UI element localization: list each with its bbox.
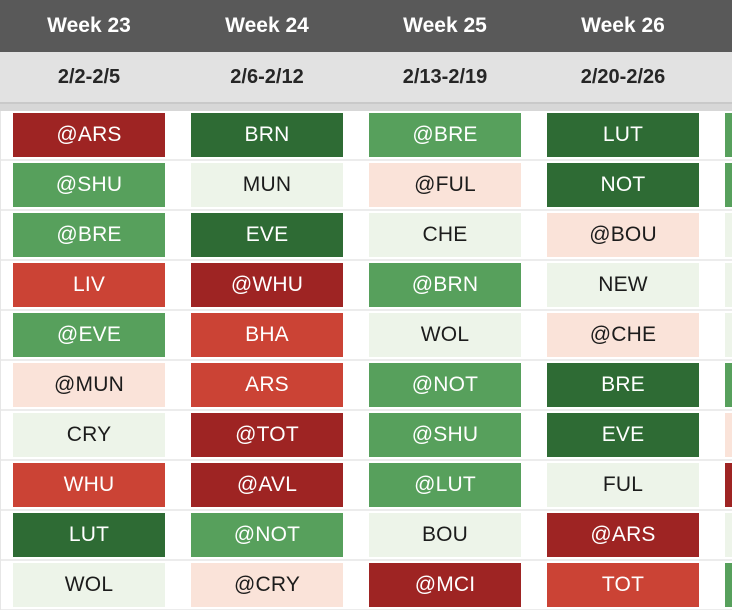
fixture-cell: @CRY xyxy=(191,563,343,607)
fixture-row: @EVE BHA WOL @CHE xyxy=(1,311,732,361)
fixture-cell xyxy=(725,463,732,507)
fixture-row: LIV @WHU @BRN NEW xyxy=(1,261,732,311)
fixture-cell xyxy=(725,413,732,457)
fixture-cell: @EVE xyxy=(13,313,165,357)
fixture-cell: @BRN xyxy=(369,263,521,307)
fixture-cell: @AVL xyxy=(191,463,343,507)
week-header-cell: Week 24 xyxy=(225,14,309,37)
fixture-row: CRY @TOT @SHU EVE xyxy=(1,411,732,461)
fixture-row: LUT @NOT BOU @ARS xyxy=(1,511,732,561)
fixture-cell: TOT xyxy=(547,563,699,607)
fixture-cell: @TOT xyxy=(191,413,343,457)
fixture-cell: @BRE xyxy=(369,113,521,157)
fixture-cell: BOU xyxy=(369,513,521,557)
date-range-cell: 2/6-2/12 xyxy=(230,65,304,88)
header-separator xyxy=(0,102,732,111)
fixture-cell xyxy=(725,363,732,407)
fixture-cell xyxy=(725,513,732,557)
fixture-row: @SHU MUN @FUL NOT xyxy=(1,161,732,211)
fixture-cell xyxy=(725,213,732,257)
fixture-cell: BRN xyxy=(191,113,343,157)
fixture-cell: NEW xyxy=(547,263,699,307)
fixture-cell: @BOU xyxy=(547,213,699,257)
fixture-cell: FUL xyxy=(547,463,699,507)
fixture-cell: LUT xyxy=(547,113,699,157)
fixture-cell: @BRE xyxy=(13,213,165,257)
fixture-cell: MUN xyxy=(191,163,343,207)
fixture-cell: LUT xyxy=(13,513,165,557)
fixture-cell: @LUT xyxy=(369,463,521,507)
fixture-grid: @ARS BRN @BRE LUT @SHU MUN @FUL NOT @BRE EVE CHE @B… xyxy=(0,111,732,610)
fixture-cell: @NOT xyxy=(191,513,343,557)
fixture-row: @MUN ARS @NOT BRE xyxy=(1,361,732,411)
fixture-cell: ARS xyxy=(191,363,343,407)
week-header-cell: Week 25 xyxy=(403,14,487,37)
date-header-row: 2/2-2/5 2/6-2/12 2/13-2/19 2/20-2/26 xyxy=(0,52,732,102)
fixture-cell: WOL xyxy=(369,313,521,357)
fixture-row: WOL @CRY @MCI TOT xyxy=(1,561,732,610)
fixture-cell xyxy=(725,263,732,307)
fixture-cell: @ARS xyxy=(13,113,165,157)
week-header-row: Week 23 Week 24 Week 25 Week 26 xyxy=(0,0,732,52)
fixture-cell xyxy=(725,313,732,357)
fixture-row: @ARS BRN @BRE LUT xyxy=(1,111,732,161)
fixture-cell: @CHE xyxy=(547,313,699,357)
fixture-cell: @FUL xyxy=(369,163,521,207)
fixture-cell xyxy=(725,163,732,207)
date-range-cell: 2/20-2/26 xyxy=(580,65,666,88)
fixture-cell: @MCI xyxy=(369,563,521,607)
fixture-row: WHU @AVL @LUT FUL xyxy=(1,461,732,511)
fixture-cell: BRE xyxy=(547,363,699,407)
fixture-cell: LIV xyxy=(13,263,165,307)
fixture-cell xyxy=(725,113,732,157)
date-range-cell: 2/2-2/5 xyxy=(57,65,121,88)
fixture-cell: BHA xyxy=(191,313,343,357)
date-range-cell: 2/13-2/19 xyxy=(402,65,488,88)
fixture-cell: CHE xyxy=(369,213,521,257)
fixture-cell: NOT xyxy=(547,163,699,207)
fixture-cell: @MUN xyxy=(13,363,165,407)
fixture-cell: @NOT xyxy=(369,363,521,407)
fixture-cell: WHU xyxy=(13,463,165,507)
fixture-cell: @SHU xyxy=(13,163,165,207)
fixture-cell: @SHU xyxy=(369,413,521,457)
week-header-cell: Week 23 xyxy=(47,14,131,37)
fixture-cell: @WHU xyxy=(191,263,343,307)
fixture-cell xyxy=(725,563,732,607)
fixture-cell: EVE xyxy=(547,413,699,457)
fixture-cell: @ARS xyxy=(547,513,699,557)
fixture-cell: WOL xyxy=(13,563,165,607)
week-header-cell xyxy=(712,0,732,52)
fixture-cell: EVE xyxy=(191,213,343,257)
week-header-cell: Week 26 xyxy=(581,14,665,37)
fixture-cell: CRY xyxy=(13,413,165,457)
date-range-cell xyxy=(712,52,732,102)
fixture-row: @BRE EVE CHE @BOU xyxy=(1,211,732,261)
